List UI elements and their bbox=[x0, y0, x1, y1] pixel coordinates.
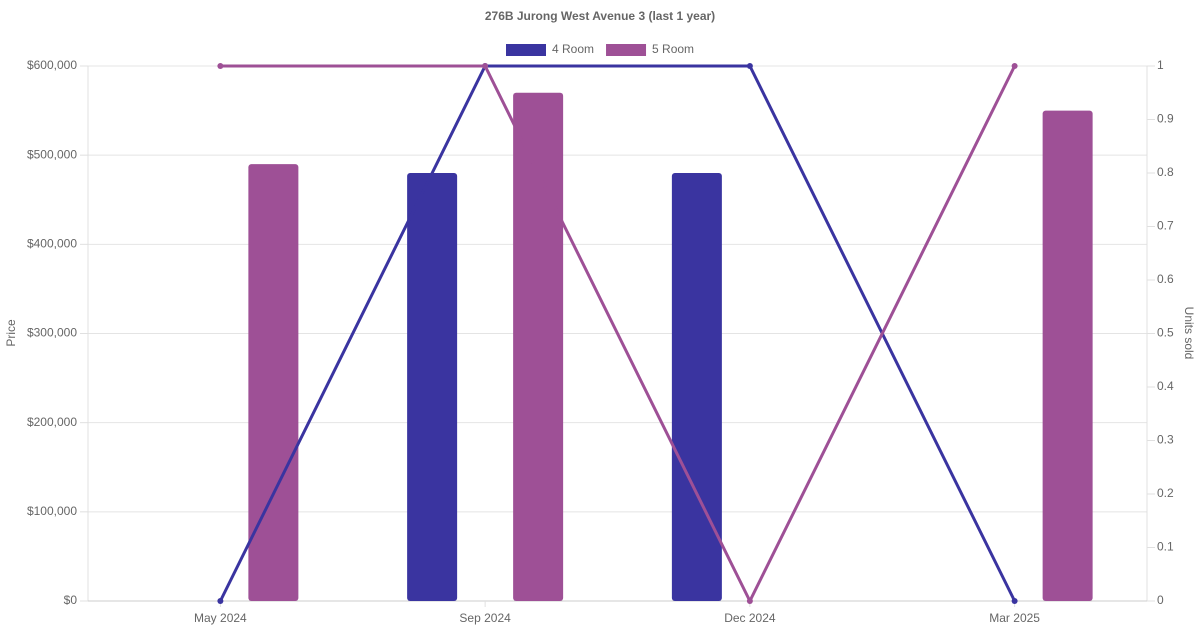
y2-tick-label: 0.5 bbox=[1157, 326, 1174, 340]
bar bbox=[248, 164, 299, 602]
y-axis-label: Price bbox=[4, 319, 18, 347]
y2-axis-label: Units sold bbox=[1182, 307, 1196, 360]
y-tick-label: $300,000 bbox=[27, 326, 77, 340]
y-tick-label: $400,000 bbox=[27, 237, 77, 251]
line bbox=[220, 64, 1016, 605]
y-tick-label: $600,000 bbox=[27, 58, 77, 72]
bar bbox=[407, 173, 458, 601]
x-tick-label: Mar 2025 bbox=[989, 611, 1040, 625]
bar bbox=[1042, 110, 1093, 601]
x-tick-label: May 2024 bbox=[194, 611, 247, 625]
point bbox=[746, 598, 753, 604]
bar bbox=[513, 92, 564, 601]
point bbox=[217, 63, 224, 69]
point bbox=[217, 598, 224, 604]
y2-tick-label: 0.1 bbox=[1157, 540, 1174, 554]
y-tick-label: $200,000 bbox=[27, 415, 77, 429]
y2-tick-label: 0.4 bbox=[1157, 379, 1174, 393]
chart-title: 276B Jurong West Avenue 3 (last 1 year) bbox=[485, 9, 715, 23]
legend-label[interactable]: 4 Room bbox=[552, 42, 594, 56]
y2-tick-label: 0.9 bbox=[1157, 112, 1174, 126]
y-tick-label: $0 bbox=[64, 593, 78, 607]
x-tick-label: Sep 2024 bbox=[459, 611, 511, 625]
point bbox=[482, 63, 489, 69]
y2-tick-label: 0.7 bbox=[1157, 219, 1174, 233]
legend-swatch[interactable] bbox=[606, 44, 647, 56]
y2-tick-label: 0.8 bbox=[1157, 165, 1174, 179]
y2-tick-label: 0 bbox=[1157, 593, 1164, 607]
legend-swatch[interactable] bbox=[506, 44, 546, 56]
y-tick-label: $100,000 bbox=[27, 504, 77, 518]
legend-label[interactable]: 5 Room bbox=[652, 42, 694, 56]
point bbox=[1011, 63, 1018, 69]
point bbox=[746, 63, 753, 69]
y2-tick-label: 0.6 bbox=[1157, 272, 1174, 286]
point bbox=[1011, 598, 1018, 604]
y2-tick-label: 1 bbox=[1157, 58, 1164, 72]
y-tick-label: $500,000 bbox=[27, 147, 77, 161]
x-tick-label: Dec 2024 bbox=[724, 611, 776, 625]
bar bbox=[671, 173, 722, 601]
y2-tick-label: 0.2 bbox=[1157, 486, 1174, 500]
y2-tick-label: 0.3 bbox=[1157, 433, 1174, 447]
